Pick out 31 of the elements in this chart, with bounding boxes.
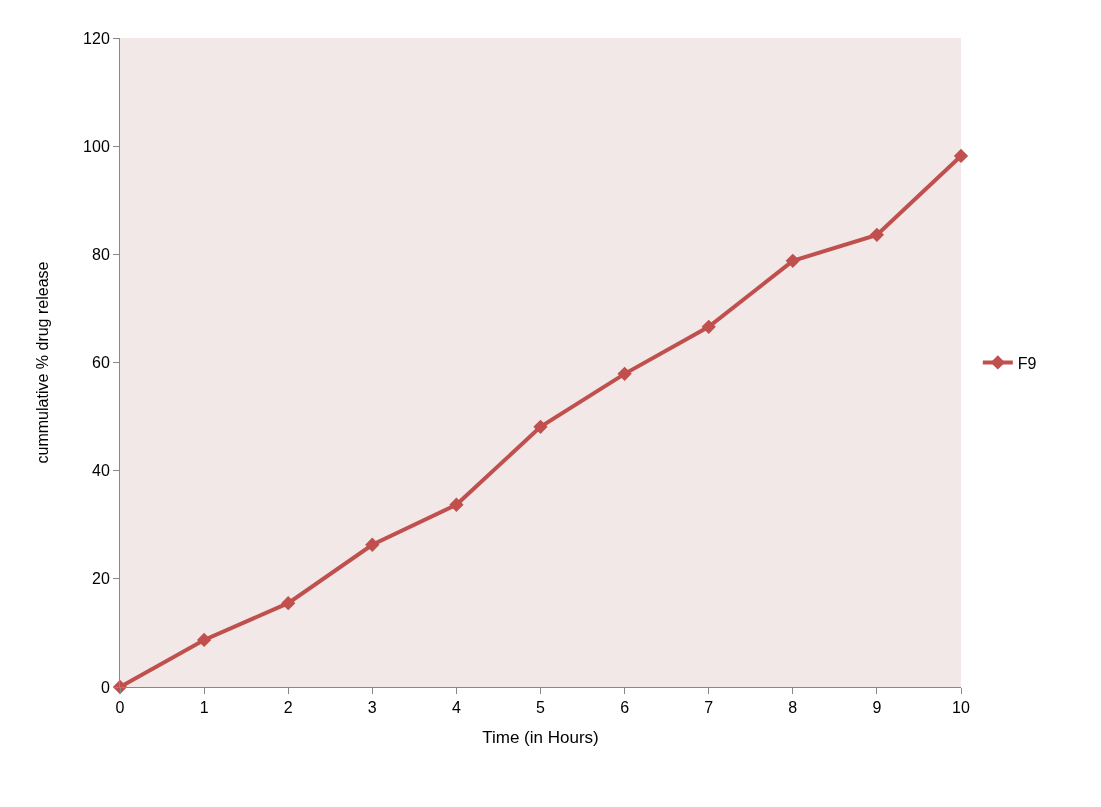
point: [533, 419, 548, 435]
x-tick-label: 2: [283, 699, 293, 717]
point: [869, 227, 885, 243]
x-tick-label: 7: [704, 699, 714, 717]
x-tick-label: 4: [451, 699, 461, 717]
y-axis-title: cummulative % drug release: [34, 261, 51, 464]
x-tick-label: 6: [620, 699, 630, 717]
legend-label: F9: [1017, 354, 1037, 372]
point: [365, 537, 380, 552]
y-tick-label: 0: [100, 678, 110, 696]
y-tick-label: 40: [92, 462, 110, 480]
point: [196, 632, 212, 648]
x-tick-label: 3: [367, 699, 377, 717]
point: [785, 253, 800, 268]
point: [281, 596, 296, 611]
y-tick-label: 120: [83, 29, 110, 47]
y-tick-label: 80: [92, 245, 110, 263]
point: [449, 497, 464, 512]
x-tick-label: 0: [115, 699, 125, 717]
point: [617, 366, 632, 382]
y-tick-label: 60: [92, 354, 110, 372]
x-tick-label: 1: [199, 699, 209, 717]
x-tick-label: 9: [872, 699, 882, 717]
point: [953, 148, 969, 164]
x-tick-label: 10: [952, 699, 970, 717]
point: [701, 319, 716, 334]
x-tick-label: 5: [536, 699, 546, 717]
y-tick-label: 20: [92, 570, 110, 588]
x-tick-label: 8: [788, 699, 798, 717]
y-tick-label: 100: [83, 137, 110, 155]
x-axis-title: Time (in Hours): [482, 727, 599, 747]
